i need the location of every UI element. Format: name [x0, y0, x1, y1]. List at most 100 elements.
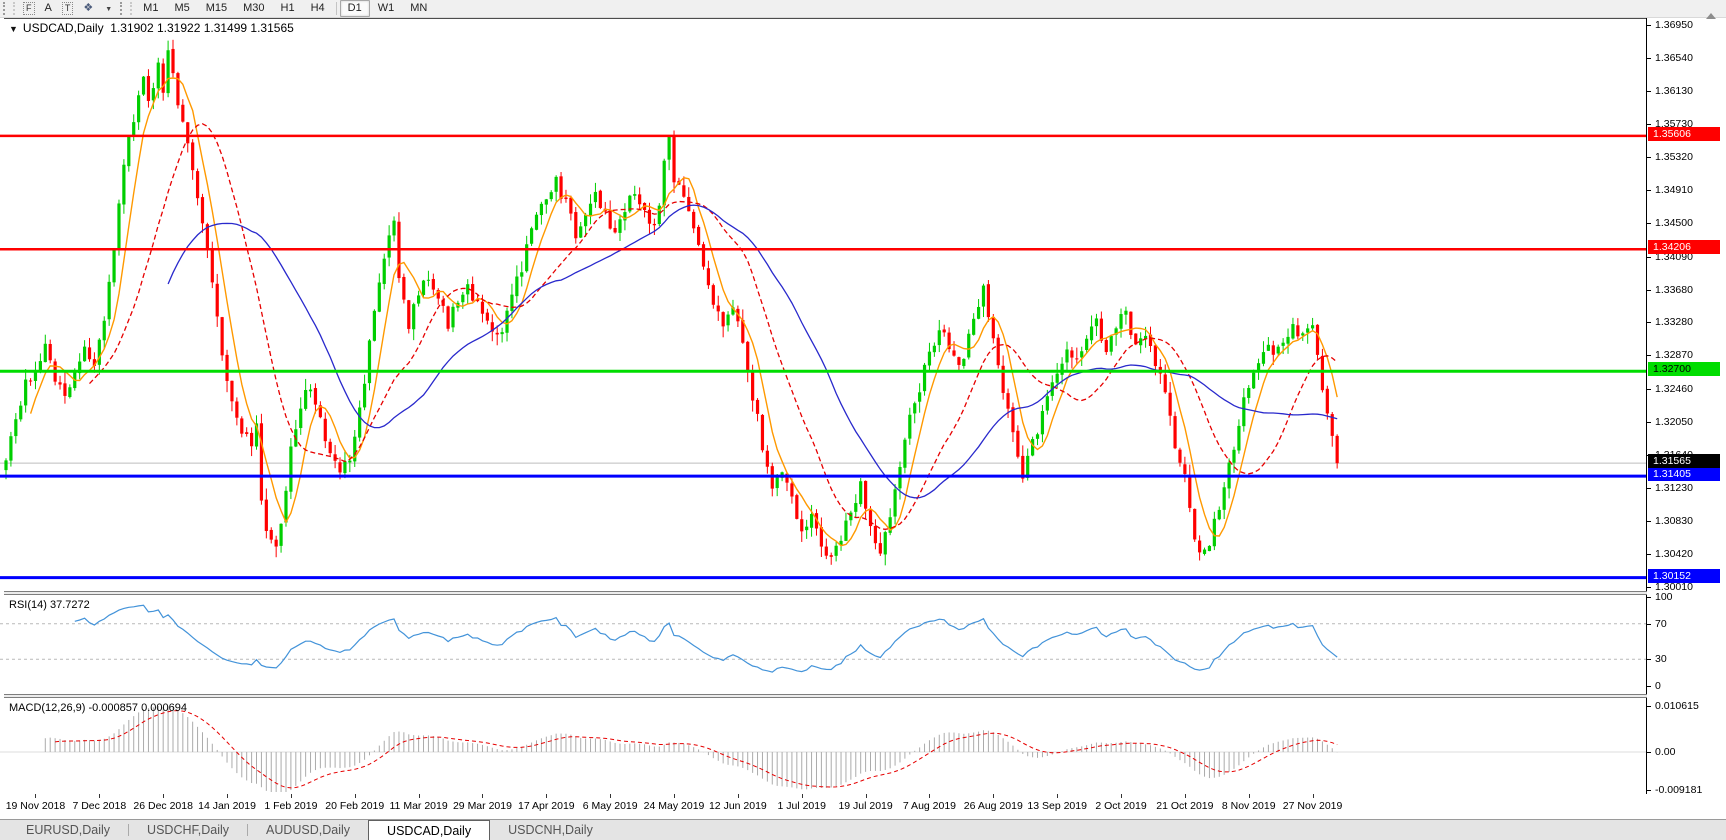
- label-icon: T: [61, 2, 74, 15]
- candle-body: [1129, 311, 1133, 335]
- price-tick: [1647, 223, 1651, 225]
- price-tick-label: 1.32050: [1655, 415, 1693, 428]
- candle-body: [1222, 487, 1226, 510]
- candle-body: [692, 211, 696, 229]
- candle-body: [682, 185, 686, 197]
- tab-usdcad[interactable]: USDCAD,Daily: [368, 820, 491, 840]
- timeframe-mn-button[interactable]: MN: [410, 2, 428, 14]
- candle-body: [687, 196, 691, 212]
- timeframe-m5-button[interactable]: M5: [174, 2, 190, 14]
- price-tick-label: 1.31230: [1655, 482, 1693, 495]
- candle-body: [328, 441, 332, 454]
- chart-menu-icon[interactable]: ▼: [9, 24, 18, 34]
- timeframe-h4-button[interactable]: H4: [310, 2, 325, 14]
- timeframe-h1-button[interactable]: H1: [280, 2, 295, 14]
- candle-body: [731, 307, 735, 315]
- candle-body: [38, 361, 42, 372]
- macd-indicator-panel[interactable]: [0, 698, 1646, 794]
- candle-body: [1202, 549, 1207, 554]
- toolbar-grip[interactable]: [3, 2, 15, 15]
- candle-body: [254, 423, 259, 447]
- candle-body: [1296, 325, 1300, 337]
- candle-body: [544, 199, 548, 205]
- candle-body: [107, 281, 111, 320]
- main-price-chart[interactable]: [0, 19, 1646, 591]
- date-tick: [801, 794, 803, 798]
- timeframe-m1-button[interactable]: M1: [143, 2, 159, 14]
- candle-body: [451, 306, 455, 328]
- timeframe-w1-button[interactable]: W1: [377, 2, 395, 14]
- timeframe-m15-button[interactable]: M15: [205, 2, 228, 14]
- candle-body: [195, 171, 200, 199]
- candle-body: [505, 310, 509, 333]
- candle-body: [520, 272, 524, 277]
- label-tool-button[interactable]: T: [57, 0, 79, 17]
- timeframe-d1-button[interactable]: D1: [339, 0, 370, 17]
- candle-body: [741, 319, 745, 343]
- candle-body: [313, 388, 318, 405]
- date-tick: [35, 794, 37, 798]
- price-tick: [1647, 388, 1651, 390]
- tab-usdchf[interactable]: USDCHF,Daily: [147, 823, 229, 837]
- candle-body: [1232, 449, 1236, 463]
- candle-body: [672, 136, 676, 183]
- candle-body: [471, 284, 475, 301]
- tab-audusd[interactable]: AUDUSD,Daily: [266, 823, 351, 837]
- price-tick-label: 1.33280: [1655, 316, 1693, 329]
- candle-body: [377, 282, 381, 312]
- date-tick-label: 19 Jul 2019: [838, 800, 893, 812]
- candle-body: [426, 279, 431, 281]
- tab-usdcnh[interactable]: USDCNH,Daily: [508, 823, 593, 837]
- macd-tick: [1647, 706, 1651, 707]
- candle-body: [652, 223, 656, 226]
- candle-body: [274, 539, 278, 547]
- candle-body: [809, 513, 814, 528]
- candle-body: [844, 520, 848, 541]
- price-axis-line: [1646, 18, 1647, 794]
- candle-body: [824, 546, 828, 556]
- candle-body: [1016, 430, 1020, 457]
- panel-splitter-1[interactable]: [4, 591, 1647, 595]
- candle-body: [878, 543, 882, 554]
- candle-body: [1104, 340, 1108, 353]
- date-tick-label: 2 Oct 2019: [1095, 800, 1147, 812]
- candle-body: [1065, 349, 1069, 363]
- candle-body: [205, 224, 209, 250]
- fibonacci-tool-button[interactable]: F: [18, 0, 40, 17]
- text-icon[interactable]: A: [44, 2, 52, 14]
- price-axis[interactable]: 1.36950 1.36540 1.36130 1.35730 1.35320 1.349…: [1647, 18, 1726, 796]
- candle-body: [613, 227, 617, 233]
- candle-body: [58, 382, 62, 385]
- candle-body: [1021, 455, 1025, 479]
- candle-body: [1330, 414, 1334, 436]
- tab-eurusd[interactable]: EURUSD,Daily: [26, 823, 111, 837]
- price-badge-1.31405: 1.31405: [1648, 467, 1720, 482]
- date-tick-label: 20 Feb 2019: [325, 800, 385, 812]
- candle-body: [795, 495, 799, 519]
- candle-body: [1035, 434, 1040, 439]
- candle-body: [407, 300, 411, 329]
- candle-body: [402, 276, 406, 300]
- candle-body: [43, 343, 47, 363]
- rsi-indicator-panel[interactable]: [0, 595, 1646, 694]
- toolbar-grip-2[interactable]: [120, 2, 133, 15]
- price-tick: [1647, 25, 1651, 26]
- panel-splitter-2[interactable]: [4, 694, 1647, 698]
- chart-ohlc-values: 1.31902 1.31922 1.31499 1.31565: [110, 21, 294, 35]
- price-tick: [1647, 123, 1651, 125]
- chart-shift-marker-icon[interactable]: [1706, 13, 1716, 19]
- candle-body: [480, 301, 485, 314]
- time-axis[interactable]: 19 Nov 2018 7 Dec 2018 26 Dec 2018 14 Jan 2…: [0, 794, 1726, 819]
- candle-body: [711, 285, 715, 305]
- arrows-dropdown-button[interactable]: ▼: [98, 0, 117, 17]
- candle-body: [790, 483, 794, 497]
- candle-body: [279, 523, 283, 546]
- candle-body: [598, 190, 602, 208]
- arrows-tool-button[interactable]: ❖: [78, 0, 98, 17]
- candle-body: [353, 436, 357, 462]
- candle-body: [922, 364, 927, 392]
- candle-body: [525, 244, 529, 272]
- timeframe-m30-button[interactable]: M30: [243, 2, 265, 14]
- candle-body: [161, 63, 165, 93]
- candle-body: [318, 405, 322, 418]
